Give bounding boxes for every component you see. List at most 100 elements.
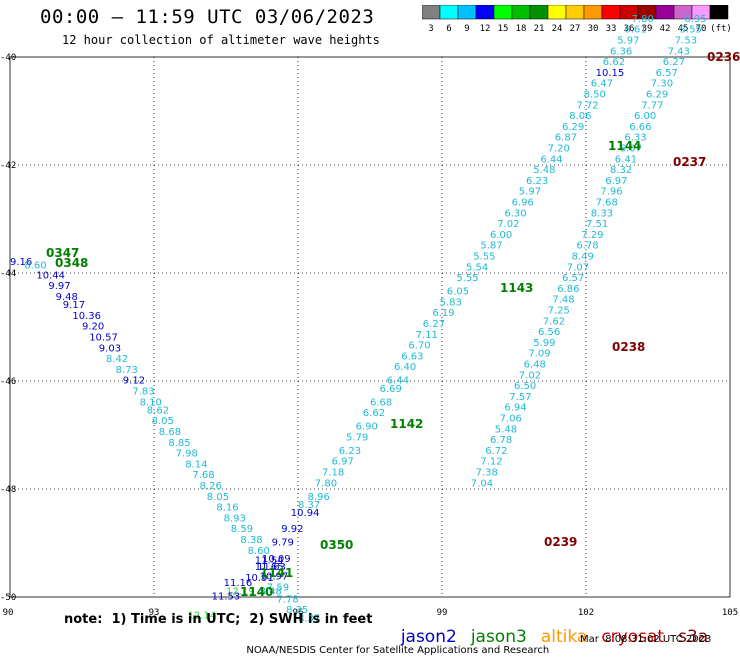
- wave-height-value: 5.55: [473, 252, 495, 263]
- wave-height-value: 11.65: [255, 562, 284, 573]
- wave-height-value: 11.54: [255, 556, 284, 567]
- wave-height-value: 6.57: [562, 273, 584, 284]
- credit-text: NOAA/NESDIS Center for Satellite Applica…: [246, 645, 550, 656]
- wave-height-value: 6.97: [332, 457, 354, 468]
- wave-height-value: 7.20: [548, 144, 570, 155]
- wave-height-value: 9.79: [272, 538, 294, 549]
- legend-label: 24: [552, 24, 563, 34]
- wave-height-value: 7.30: [651, 79, 673, 90]
- wave-height-value: 5.97: [519, 187, 541, 198]
- legend-label: 30: [588, 24, 599, 34]
- wave-height-value: 7.25: [548, 306, 570, 317]
- timestamp: Mar 8 08:31:02 UTC 2023: [580, 634, 712, 645]
- legend-label: 21: [534, 24, 545, 34]
- map-frame: [9, 56, 731, 598]
- wave-height-value: 8.35: [286, 605, 308, 616]
- wave-height-value: 10.91: [245, 573, 274, 584]
- wave-height-value: 6.00: [634, 111, 656, 122]
- legend-label: 70: [696, 24, 707, 34]
- wave-height-value: 8.06: [569, 111, 591, 122]
- wave-height-value: 6.70: [408, 341, 430, 352]
- wave-height-value: 6.62: [363, 408, 385, 419]
- wave-height-value: 5.48: [495, 424, 517, 435]
- wave-height-value: 6.44: [387, 376, 409, 387]
- wave-height-value: 8.16: [216, 503, 238, 514]
- wave-height-value: 8.05: [152, 416, 174, 427]
- wave-height-value: 6.30: [504, 208, 526, 219]
- wave-height-value: 7.80: [315, 478, 337, 489]
- wave-height-value: 7.09: [528, 349, 550, 360]
- wave-height-value: 8.33: [591, 208, 613, 219]
- legend-label: 15: [498, 24, 509, 34]
- wave-height-value: 8.48: [260, 586, 282, 597]
- wave-height-value: 7.02: [519, 370, 541, 381]
- legend-label: 18: [516, 24, 527, 34]
- wave-height-value: 5.99: [533, 338, 555, 349]
- legend-label: (ft): [710, 24, 732, 34]
- wave-height-value: 9.03: [99, 343, 121, 354]
- legend-label: 6: [446, 24, 451, 34]
- wave-height-value: 8.32: [610, 165, 632, 176]
- wave-height-value: 6.23: [526, 176, 548, 187]
- wave-height-value: 6.78: [490, 435, 512, 446]
- wave-height-value: 6.96: [512, 198, 534, 209]
- legend-label: 33: [606, 24, 617, 34]
- wave-height-value: 6.19: [432, 308, 454, 319]
- pass-time-label: 1142: [390, 417, 423, 431]
- wave-height-value: 6.23: [339, 446, 361, 457]
- wave-height-value: 10.09: [262, 554, 291, 565]
- wave-height-value: 6.29: [646, 90, 668, 101]
- lon-tick-label: 102: [578, 608, 594, 618]
- wave-height-value: 6.62: [603, 57, 625, 68]
- wave-height-value: 6.90: [356, 422, 378, 433]
- wave-height-value: 7.51: [586, 219, 608, 230]
- lon-tick-label: 105: [722, 608, 738, 618]
- color-scale-legend: 3 6 9 12 15 18 21 24 27 30 33 36 39 42 45 70 (ft): [422, 5, 732, 34]
- lon-tick-label: 90: [3, 608, 14, 618]
- lat-tick-label: -44: [0, 269, 16, 279]
- wave-height-value: 5.79: [346, 432, 368, 443]
- wave-height-value: 6.95: [684, 14, 706, 25]
- wave-height-value: 6.27: [423, 319, 445, 330]
- pass-time-label: 1144: [608, 139, 641, 153]
- wave-height-value: 6.41: [615, 154, 637, 165]
- wave-height-value: 6.78: [576, 241, 598, 252]
- lon-tick-label: 93: [149, 608, 160, 618]
- pass-time-label: 0238: [612, 340, 645, 354]
- lon-tick-label: 96: [293, 608, 304, 618]
- wave-height-value: 7.78: [276, 594, 298, 605]
- wave-height-value: 7.11: [416, 330, 438, 341]
- pass-time-label: 0237: [673, 155, 706, 169]
- wave-height-value: 8.62: [147, 405, 169, 416]
- wave-height-value: 8.93: [224, 513, 246, 524]
- wave-height-value: 10.57: [89, 333, 118, 344]
- wave-height-value: 5.55: [456, 273, 478, 284]
- wave-height-map: 90 93 96 99 102 105-40-42-44-46-48-509.168.60…: [0, 14, 740, 624]
- wave-height-value: 8.42: [106, 354, 128, 365]
- satellite-altika: altika: [540, 627, 588, 647]
- legend-label: 36: [624, 24, 635, 34]
- wave-height-value: 7.02: [497, 219, 519, 230]
- pass-time-label: 0347: [46, 246, 79, 260]
- wave-height-value: 6.29: [562, 122, 584, 133]
- wave-height-value: 6.57: [656, 68, 678, 79]
- wave-height-value: 11.63: [257, 562, 286, 573]
- wave-height-value: 9.17: [63, 300, 85, 311]
- wave-height-value: 8.68: [159, 427, 181, 438]
- lat-tick-label: -40: [0, 53, 16, 63]
- wave-height-value: 9.48: [56, 292, 78, 303]
- wave-height-value: 8.05: [207, 492, 229, 503]
- wave-height-value: 8.37: [298, 500, 320, 511]
- wave-height-value: 8.96: [308, 492, 330, 503]
- legend-label: 9: [464, 24, 469, 34]
- wave-height-value: 8.60: [248, 546, 270, 557]
- pass-time-label: 1143: [500, 281, 533, 295]
- wave-height-value: 9.12: [123, 376, 145, 387]
- wave-height-value: 8.73: [116, 365, 138, 376]
- wave-height-value: 8.49: [572, 252, 594, 263]
- wave-height-value: 7.68: [192, 470, 214, 481]
- legend-label: 45: [678, 24, 689, 34]
- track-0236: 6.955.557.537.436.276.577.306.297.776.00…: [471, 14, 707, 489]
- pass-time-label: 0239: [544, 535, 577, 549]
